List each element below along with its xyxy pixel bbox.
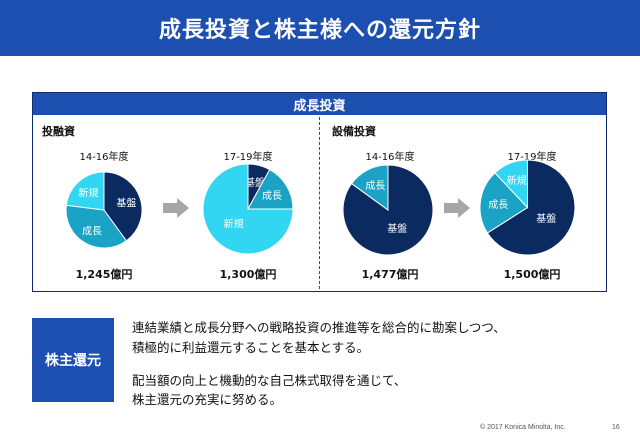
amount-label-1: 1,245億円: [75, 268, 133, 281]
pie-slice-shinki: [65, 171, 105, 211]
year-label-3: 14-16年度: [365, 152, 415, 163]
shareholder-text-line1: 連結業績と成長分野への戦略投資の推進等を総合的に勘案しつつ、: [132, 320, 506, 335]
title-bar: 成長投資と株主様への還元方針: [0, 0, 640, 56]
pie-label-seicho: 成長: [262, 190, 282, 202]
year-label-1: 14-16年度: [79, 152, 129, 163]
amount-label-3: 1,477億円: [361, 268, 419, 281]
section-label-capex: 設備投資: [332, 125, 376, 138]
amount-label-2: 1,300億円: [219, 268, 277, 281]
pie-label-seicho: 成長: [82, 225, 102, 237]
pie-label-shinki: 新規: [507, 174, 527, 187]
year-label-4: 17-19年度: [507, 152, 557, 163]
pie-chart-capex-17-19: 基盤 成長 新規: [479, 159, 576, 256]
shareholder-text-line4: 株主還元の充実に努める。: [132, 392, 283, 407]
amount-label-4: 1,500億円: [503, 268, 561, 281]
slide-title: 成長投資と株主様への還元方針: [158, 18, 481, 43]
year-label-2: 17-19年度: [223, 152, 273, 163]
pie-label-kiban: 基盤: [387, 222, 407, 235]
pie-label-seicho: 成長: [365, 180, 385, 192]
page-number: 16: [612, 424, 620, 431]
shareholder-text-line2: 積極的に利益還元することを基本とする。: [132, 340, 370, 355]
pie-chart-capex-14-16: 基盤 成長: [342, 164, 434, 256]
panel-title: 成長投資: [33, 93, 606, 115]
pie-label-shinki: 新規: [224, 217, 244, 230]
pie-label-seicho: 成長: [488, 199, 508, 211]
growth-investment-panel: 成長投資: [32, 92, 607, 292]
pie-label-kiban: 基盤: [116, 197, 136, 210]
pie-slice-seicho: [247, 168, 294, 210]
shareholder-text-line3: 配当額の向上と機動的な自己株式取得を通じて、: [132, 373, 407, 388]
shareholder-return-label: 株主還元: [32, 318, 114, 402]
panel-divider: [319, 117, 320, 289]
pie-slice-shinki: [202, 163, 294, 255]
pie-slice-kiban: [103, 171, 143, 242]
pie-slice-seicho: [479, 172, 529, 234]
copyright-footer: © 2017 Konica Minolta, Inc.: [480, 424, 566, 431]
pie-slice-seicho: [350, 164, 389, 211]
arrow-right-icon: [444, 198, 470, 218]
pie-label-shinki: 新規: [78, 186, 98, 199]
section-label-investment-loans: 投融資: [42, 125, 75, 138]
pie-label-kiban: 基盤: [245, 176, 265, 189]
pie-slice-shinki: [494, 159, 528, 209]
pie-slice-seicho: [65, 204, 128, 249]
pie-slice-kiban: [486, 159, 576, 256]
pie-label-kiban: 基盤: [536, 212, 556, 225]
arrow-right-icon: [163, 198, 189, 218]
